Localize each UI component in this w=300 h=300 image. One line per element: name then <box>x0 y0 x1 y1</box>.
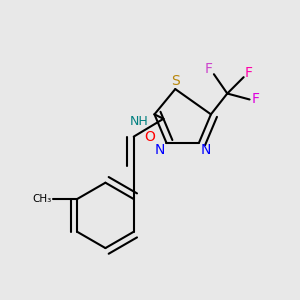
Text: F: F <box>252 92 260 106</box>
Text: O: O <box>145 130 155 144</box>
Text: S: S <box>171 74 180 88</box>
Text: NH: NH <box>130 115 148 128</box>
Text: CH₃: CH₃ <box>32 194 52 204</box>
Text: F: F <box>245 66 253 80</box>
Text: N: N <box>200 143 211 157</box>
Text: F: F <box>205 62 213 76</box>
Text: N: N <box>154 143 165 157</box>
